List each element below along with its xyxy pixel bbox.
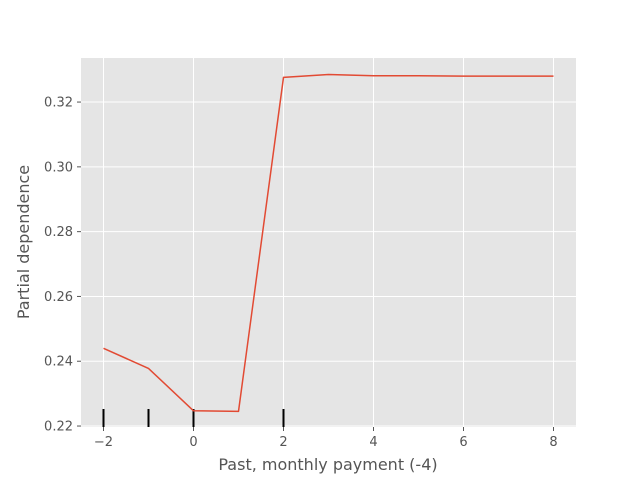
series-line	[103, 73, 554, 413]
y-tick-label: 0.22	[44, 420, 73, 435]
x-axis-label: Past, monthly payment (-4)	[218, 455, 437, 474]
x-tick-label: 2	[279, 435, 287, 450]
y-tick-label: 0.30	[44, 160, 73, 175]
y-tick-label: 0.26	[44, 290, 73, 305]
x-tick-label: 6	[459, 435, 467, 450]
y-tick-label: 0.32	[44, 96, 73, 111]
x-tick-label: 8	[549, 435, 557, 450]
x-tick-label: 4	[369, 435, 377, 450]
decile-markers	[102, 409, 285, 427]
y-tick-label: 0.24	[44, 355, 73, 370]
y-tick-label: 0.28	[44, 225, 73, 240]
plot-area	[81, 58, 576, 427]
y-axis-ticks: 0.22 0.24 0.26 0.28 0.30 0.32	[44, 96, 81, 435]
x-tick-label: −2	[94, 435, 113, 450]
x-axis-ticks: −2 0 2 4 6 8	[94, 427, 558, 450]
grid-lines	[81, 58, 576, 427]
y-axis-label: Partial dependence	[14, 165, 33, 319]
x-tick-label: 0	[189, 435, 197, 450]
series-lines	[103, 73, 554, 413]
